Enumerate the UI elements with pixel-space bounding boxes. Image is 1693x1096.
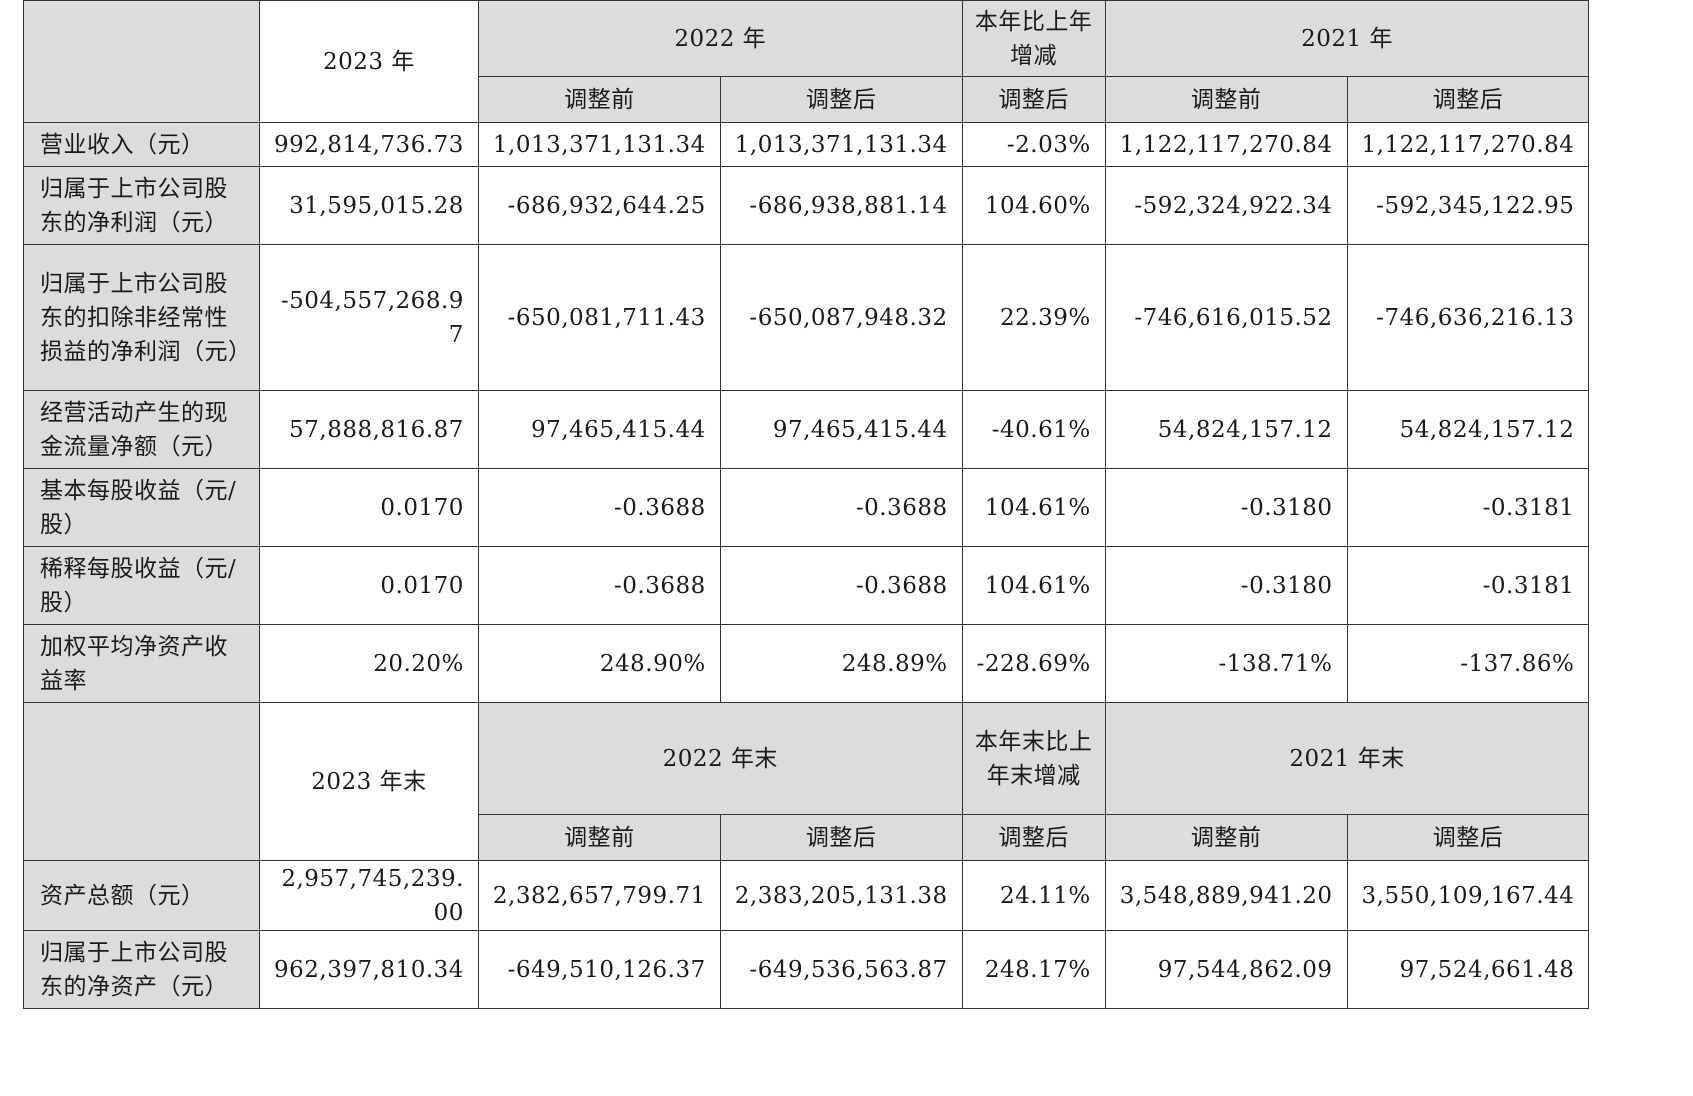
table-row: 营业收入（元） 992,814,736.73 1,013,371,131.34 … <box>23 122 1590 167</box>
value-change: 22.39% <box>961 244 1106 391</box>
table-row: 基本每股收益（元/股） 0.0170 -0.3688 -0.3688 104.6… <box>23 468 1590 547</box>
sub-change-after: 调整后 <box>961 76 1106 123</box>
sub-2022-after: 调整后 <box>719 76 963 123</box>
section2-subheader-row: 调整前 调整后 调整后 调整前 调整后 <box>24 814 1590 861</box>
value-change: 104.61% <box>961 546 1106 625</box>
row-label: 归属于上市公司股东的净资产（元） <box>23 930 260 1009</box>
row-label: 基本每股收益（元/股） <box>23 468 260 547</box>
table-row: 资产总额（元） 2,957,745,239.00 2,382,657,799.7… <box>23 860 1590 931</box>
table-row: 归属于上市公司股东的净资产（元） 962,397,810.34 -649,510… <box>23 930 1590 1009</box>
table-row: 稀释每股收益（元/股） 0.0170 -0.3688 -0.3688 104.6… <box>23 546 1590 625</box>
value-2023: 992,814,736.73 <box>259 122 479 167</box>
value-2021-after: -137.86% <box>1346 624 1590 703</box>
table-row: 经营活动产生的现金流量净额（元） 57,888,816.87 97,465,41… <box>23 390 1590 469</box>
value-2021-before: -0.3180 <box>1104 546 1348 625</box>
value-2022-end-after: 2,383,205,131.38 <box>719 860 963 931</box>
sub-2021-end-after: 调整后 <box>1346 814 1590 861</box>
financial-data-table: 2023 年 2022 年 本年比上年增减 2021 年 调整前 调整后 调整后… <box>23 0 1590 1009</box>
sub-2022-end-before: 调整前 <box>477 814 721 861</box>
sub-2022-end-after: 调整后 <box>719 814 963 861</box>
value-2021-before: -0.3180 <box>1104 468 1348 547</box>
row-label: 资产总额（元） <box>23 860 260 931</box>
value-2022-before: -0.3688 <box>477 468 721 547</box>
row-label: 加权平均净资产收益率 <box>23 624 260 703</box>
sub-2022-before: 调整前 <box>477 76 721 123</box>
value-change: 104.60% <box>961 166 1106 245</box>
row-label: 经营活动产生的现金流量净额（元） <box>23 390 260 469</box>
section1-subheader-row: 调整前 调整后 调整后 调整前 调整后 <box>24 76 1590 123</box>
header-change-end: 本年末比上年末增减 <box>961 702 1106 815</box>
value-2022-after: 248.89% <box>719 624 963 703</box>
value-2022-before: -686,932,644.25 <box>477 166 721 245</box>
value-change: -40.61% <box>961 390 1106 469</box>
table-row: 归属于上市公司股东的净利润（元） 31,595,015.28 -686,932,… <box>23 166 1590 245</box>
value-2023-end: 2,957,745,239.00 <box>259 860 479 931</box>
value-2021-after: -0.3181 <box>1346 468 1590 547</box>
value-2023-end: 962,397,810.34 <box>259 930 479 1009</box>
value-2022-after: 97,465,415.44 <box>719 390 963 469</box>
row-label: 营业收入（元） <box>23 122 260 167</box>
value-2021-end-after: 97,524,661.48 <box>1346 930 1590 1009</box>
value-2023: -504,557,268.97 <box>259 244 479 391</box>
value-change: -2.03% <box>961 122 1106 167</box>
value-2022-after: -650,087,948.32 <box>719 244 963 391</box>
value-2021-after: -0.3181 <box>1346 546 1590 625</box>
value-2022-before: 1,013,371,131.34 <box>477 122 721 167</box>
value-2021-end-before: 3,548,889,941.20 <box>1104 860 1348 931</box>
sub-2021-end-before: 调整前 <box>1104 814 1348 861</box>
value-2022-after: -0.3688 <box>719 546 963 625</box>
value-2021-before: -746,616,015.52 <box>1104 244 1348 391</box>
value-2022-end-before: 2,382,657,799.71 <box>477 860 721 931</box>
section2-header-row: 2023 年末 2022 年末 本年末比上年末增减 2021 年末 <box>23 702 1590 861</box>
header-2022: 2022 年 <box>477 0 963 77</box>
value-2022-after: -0.3688 <box>719 468 963 547</box>
value-2023: 0.0170 <box>259 468 479 547</box>
header-2021: 2021 年 <box>1104 0 1590 77</box>
header-2022-end: 2022 年末 <box>477 702 963 815</box>
value-change-end: 24.11% <box>961 860 1106 931</box>
value-2021-after: -592,345,122.95 <box>1346 166 1590 245</box>
row-label: 归属于上市公司股东的扣除非经常性损益的净利润（元） <box>23 244 260 391</box>
value-2021-before: 1,122,117,270.84 <box>1104 122 1348 167</box>
value-change-end: 248.17% <box>961 930 1106 1009</box>
value-2023: 0.0170 <box>259 546 479 625</box>
section1-corner-cell <box>23 0 260 123</box>
value-2022-before: -0.3688 <box>477 546 721 625</box>
section1-header-row: 2023 年 2022 年 本年比上年增减 2021 年 <box>23 0 1590 123</box>
sub-2021-after: 调整后 <box>1346 76 1590 123</box>
header-change: 本年比上年增减 <box>961 0 1106 77</box>
section2-corner-cell <box>23 702 260 861</box>
header-2021-end: 2021 年末 <box>1104 702 1590 815</box>
sub-2021-before: 调整前 <box>1104 76 1348 123</box>
value-2021-after: 54,824,157.12 <box>1346 390 1590 469</box>
value-2022-after: 1,013,371,131.34 <box>719 122 963 167</box>
value-2021-end-before: 97,544,862.09 <box>1104 930 1348 1009</box>
row-label: 稀释每股收益（元/股） <box>23 546 260 625</box>
value-2023: 57,888,816.87 <box>259 390 479 469</box>
value-2021-end-after: 3,550,109,167.44 <box>1346 860 1590 931</box>
sub-change-end-after: 调整后 <box>961 814 1106 861</box>
value-2022-end-after: -649,536,563.87 <box>719 930 963 1009</box>
value-2021-before: -592,324,922.34 <box>1104 166 1348 245</box>
value-2022-after: -686,938,881.14 <box>719 166 963 245</box>
table-row: 加权平均净资产收益率 20.20% 248.90% 248.89% -228.6… <box>23 624 1590 703</box>
value-2022-before: 97,465,415.44 <box>477 390 721 469</box>
value-2021-after: 1,122,117,270.84 <box>1346 122 1590 167</box>
header-2023: 2023 年 <box>259 0 479 123</box>
value-2022-before: -650,081,711.43 <box>477 244 721 391</box>
value-2023: 20.20% <box>259 624 479 703</box>
value-change: -228.69% <box>961 624 1106 703</box>
table-row: 归属于上市公司股东的扣除非经常性损益的净利润（元） -504,557,268.9… <box>23 244 1590 391</box>
row-label: 归属于上市公司股东的净利润（元） <box>23 166 260 245</box>
value-2021-after: -746,636,216.13 <box>1346 244 1590 391</box>
value-2022-before: 248.90% <box>477 624 721 703</box>
value-2021-before: 54,824,157.12 <box>1104 390 1348 469</box>
header-2023-end: 2023 年末 <box>259 702 479 861</box>
value-2022-end-before: -649,510,126.37 <box>477 930 721 1009</box>
value-change: 104.61% <box>961 468 1106 547</box>
value-2021-before: -138.71% <box>1104 624 1348 703</box>
value-2023: 31,595,015.28 <box>259 166 479 245</box>
